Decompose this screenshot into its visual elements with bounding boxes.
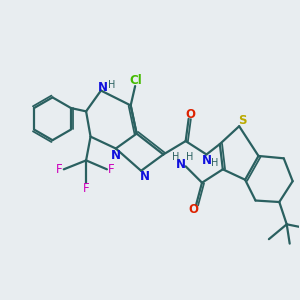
Text: F: F [56,163,63,176]
Text: O: O [189,203,199,216]
Text: N: N [98,81,107,94]
Text: O: O [185,108,195,121]
Text: F: F [108,163,115,176]
Text: F: F [83,182,89,194]
Text: N: N [140,170,150,183]
Text: N: N [111,148,121,162]
Text: N: N [176,158,186,171]
Text: H: H [172,152,179,162]
Text: H: H [108,80,115,90]
Text: H: H [211,158,218,168]
Text: H: H [185,152,193,162]
Text: S: S [238,114,247,127]
Text: N: N [202,154,212,167]
Text: Cl: Cl [129,74,142,87]
